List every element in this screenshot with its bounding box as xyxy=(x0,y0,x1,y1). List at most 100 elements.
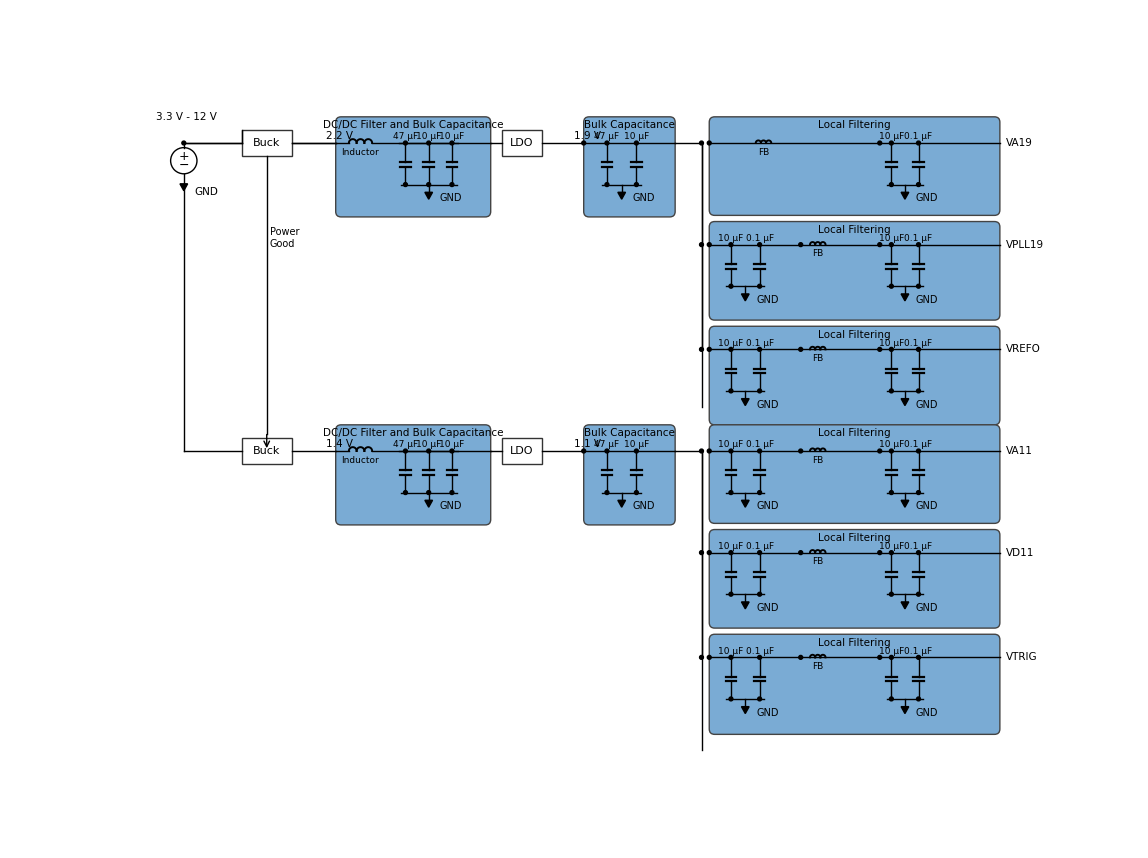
Text: 0.1 μF: 0.1 μF xyxy=(745,647,774,656)
Polygon shape xyxy=(901,602,909,609)
Circle shape xyxy=(605,183,608,186)
FancyBboxPatch shape xyxy=(709,634,1000,734)
Circle shape xyxy=(729,592,732,596)
Polygon shape xyxy=(901,500,909,507)
Circle shape xyxy=(799,347,802,351)
Circle shape xyxy=(699,656,704,659)
Circle shape xyxy=(582,449,585,453)
Text: Power
Good: Power Good xyxy=(270,227,300,249)
Text: 47 μF: 47 μF xyxy=(393,132,418,142)
Circle shape xyxy=(605,491,608,494)
Text: Local Filtering: Local Filtering xyxy=(819,329,891,340)
Circle shape xyxy=(916,697,921,701)
Polygon shape xyxy=(901,707,909,714)
Circle shape xyxy=(758,389,761,393)
Text: 10 μF: 10 μF xyxy=(878,339,903,347)
Text: LDO: LDO xyxy=(510,138,534,148)
Polygon shape xyxy=(742,399,750,406)
Text: GND: GND xyxy=(916,295,938,305)
Text: FB: FB xyxy=(758,148,769,157)
Text: 10 μF: 10 μF xyxy=(440,132,465,142)
Text: Bulk Capacitance: Bulk Capacitance xyxy=(584,120,675,130)
Circle shape xyxy=(916,183,921,186)
Text: 0.1 μF: 0.1 μF xyxy=(905,234,932,243)
Circle shape xyxy=(729,551,732,554)
Text: 0.1 μF: 0.1 μF xyxy=(905,647,932,656)
Circle shape xyxy=(890,551,893,554)
Polygon shape xyxy=(618,500,626,507)
Text: 10 μF: 10 μF xyxy=(878,234,903,243)
Text: −: − xyxy=(179,159,189,172)
Text: +: + xyxy=(178,149,189,162)
Circle shape xyxy=(729,697,732,701)
Circle shape xyxy=(878,656,882,659)
Circle shape xyxy=(878,347,882,351)
Polygon shape xyxy=(742,602,750,609)
Circle shape xyxy=(916,389,921,393)
Circle shape xyxy=(635,491,638,494)
Text: 1.9 V: 1.9 V xyxy=(574,131,602,141)
FancyBboxPatch shape xyxy=(709,425,1000,523)
Circle shape xyxy=(878,551,882,554)
Text: VTRIG: VTRIG xyxy=(1006,652,1038,662)
Circle shape xyxy=(450,141,453,145)
FancyBboxPatch shape xyxy=(709,529,1000,628)
Text: 10 μF: 10 μF xyxy=(878,132,903,142)
Text: Local Filtering: Local Filtering xyxy=(819,428,891,438)
Circle shape xyxy=(403,183,408,186)
Text: 0.1 μF: 0.1 μF xyxy=(745,339,774,347)
Text: 1.4 V: 1.4 V xyxy=(326,439,352,449)
Circle shape xyxy=(890,347,893,351)
Circle shape xyxy=(707,141,712,145)
Circle shape xyxy=(890,284,893,288)
Circle shape xyxy=(890,592,893,596)
FancyBboxPatch shape xyxy=(335,425,490,525)
Text: DC/DC Filter and Bulk Capacitance: DC/DC Filter and Bulk Capacitance xyxy=(323,428,504,438)
Circle shape xyxy=(729,491,732,494)
Circle shape xyxy=(890,491,893,494)
Circle shape xyxy=(758,697,761,701)
Text: Local Filtering: Local Filtering xyxy=(819,533,891,543)
Text: 3.3 V - 12 V: 3.3 V - 12 V xyxy=(156,112,217,122)
Text: 47 μF: 47 μF xyxy=(595,132,620,142)
Text: 47 μF: 47 μF xyxy=(393,440,418,450)
Circle shape xyxy=(916,347,921,351)
Text: GND: GND xyxy=(757,708,778,718)
Circle shape xyxy=(890,697,893,701)
Circle shape xyxy=(605,141,608,145)
Text: VPLL19: VPLL19 xyxy=(1006,239,1045,250)
Text: 10 μF: 10 μF xyxy=(719,542,744,551)
Text: GND: GND xyxy=(633,193,656,203)
Circle shape xyxy=(890,243,893,246)
Circle shape xyxy=(758,656,761,659)
Circle shape xyxy=(916,656,921,659)
Circle shape xyxy=(758,449,761,453)
Text: GND: GND xyxy=(916,193,938,203)
Text: GND: GND xyxy=(757,501,778,511)
Circle shape xyxy=(403,141,408,145)
Circle shape xyxy=(427,449,430,453)
Circle shape xyxy=(707,656,712,659)
Circle shape xyxy=(890,389,893,393)
Text: LDO: LDO xyxy=(510,446,534,456)
FancyBboxPatch shape xyxy=(709,221,1000,320)
Circle shape xyxy=(635,141,638,145)
Circle shape xyxy=(916,284,921,288)
Text: GND: GND xyxy=(916,603,938,613)
Circle shape xyxy=(878,141,882,145)
FancyBboxPatch shape xyxy=(583,425,675,525)
Text: GND: GND xyxy=(757,400,778,410)
Text: VREFO: VREFO xyxy=(1006,344,1041,354)
Text: 0.1 μF: 0.1 μF xyxy=(905,440,932,450)
Text: 10 μF: 10 μF xyxy=(623,440,649,450)
Circle shape xyxy=(758,284,761,288)
Text: FB: FB xyxy=(812,250,823,258)
Text: GND: GND xyxy=(916,400,938,410)
Text: 0.1 μF: 0.1 μF xyxy=(745,542,774,551)
Circle shape xyxy=(450,183,453,186)
Circle shape xyxy=(699,141,704,145)
Text: Buck: Buck xyxy=(253,138,280,148)
Text: 0.1 μF: 0.1 μF xyxy=(745,234,774,243)
Circle shape xyxy=(699,347,704,351)
Text: 10 μF: 10 μF xyxy=(878,647,903,656)
